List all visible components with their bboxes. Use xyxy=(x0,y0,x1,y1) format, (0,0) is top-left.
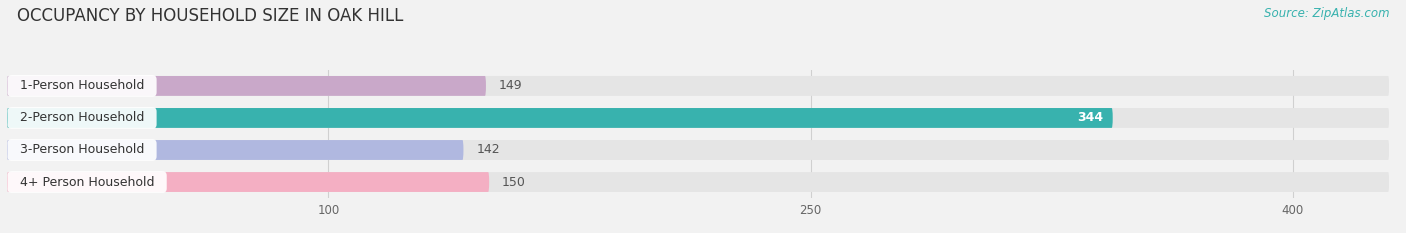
Text: 2-Person Household: 2-Person Household xyxy=(11,111,152,124)
Text: 142: 142 xyxy=(477,144,501,157)
FancyBboxPatch shape xyxy=(7,108,1389,128)
Text: 3-Person Household: 3-Person Household xyxy=(11,144,152,157)
Text: Source: ZipAtlas.com: Source: ZipAtlas.com xyxy=(1264,7,1389,20)
Text: 344: 344 xyxy=(1077,111,1104,124)
Text: 149: 149 xyxy=(499,79,523,93)
FancyBboxPatch shape xyxy=(7,172,1389,192)
FancyBboxPatch shape xyxy=(7,172,489,192)
FancyBboxPatch shape xyxy=(7,140,464,160)
FancyBboxPatch shape xyxy=(7,140,1389,160)
FancyBboxPatch shape xyxy=(7,108,1112,128)
FancyBboxPatch shape xyxy=(7,76,1389,96)
Text: 4+ Person Household: 4+ Person Household xyxy=(11,175,162,188)
FancyBboxPatch shape xyxy=(7,76,486,96)
Text: OCCUPANCY BY HOUSEHOLD SIZE IN OAK HILL: OCCUPANCY BY HOUSEHOLD SIZE IN OAK HILL xyxy=(17,7,404,25)
Text: 150: 150 xyxy=(502,175,526,188)
Text: 1-Person Household: 1-Person Household xyxy=(11,79,152,93)
